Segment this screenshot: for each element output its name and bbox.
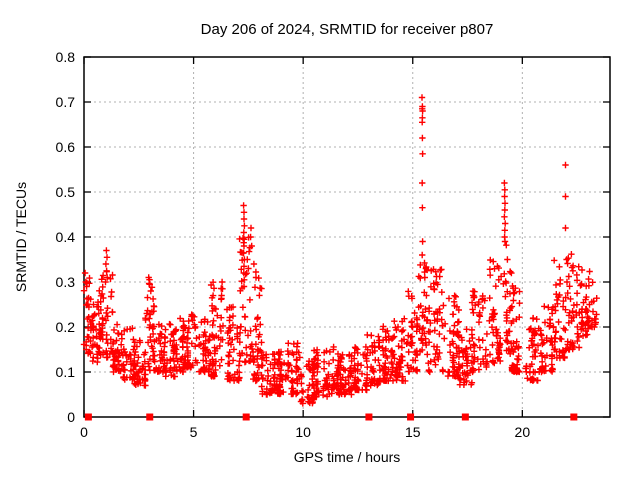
svg-text:0.8: 0.8: [56, 49, 76, 65]
svg-text:20: 20: [515, 424, 531, 440]
svg-text:0: 0: [67, 409, 75, 425]
svg-text:5: 5: [190, 424, 198, 440]
gridlines: [84, 57, 610, 417]
y-tick-labels: 0 0.1 0.2 0.3 0.4 0.5 0.6 0.7 0.8: [56, 49, 76, 425]
chart-title: Day 206 of 2024, SRMTID for receiver p80…: [200, 21, 494, 38]
svg-text:0.2: 0.2: [56, 319, 76, 335]
flagged-epoch-markers: [84, 413, 578, 421]
x-tick-labels: 0 5 10 15 20: [80, 424, 530, 440]
svg-text:10: 10: [295, 424, 311, 440]
svg-text:0.3: 0.3: [56, 274, 76, 290]
svg-text:0: 0: [80, 424, 88, 440]
svg-text:0.6: 0.6: [56, 139, 76, 155]
y-axis-label: SRMTID / TECUs: [13, 181, 29, 293]
x-axis-label: GPS time / hours: [293, 449, 401, 465]
svg-text:0.4: 0.4: [56, 229, 76, 245]
svg-text:15: 15: [405, 424, 421, 440]
svg-text:0.7: 0.7: [56, 94, 76, 110]
svg-text:0.5: 0.5: [56, 184, 76, 200]
scatter-points: [80, 94, 600, 407]
svg-text:0.1: 0.1: [56, 364, 76, 380]
axis-ticks: [83, 56, 610, 418]
